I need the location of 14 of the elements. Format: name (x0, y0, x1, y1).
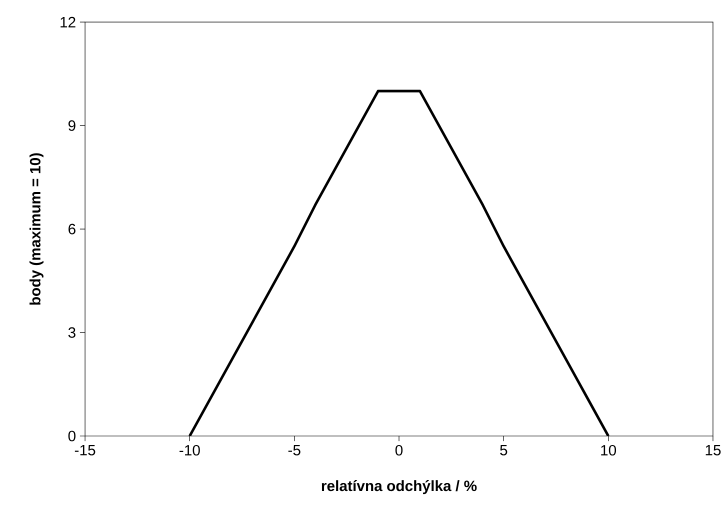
x-tick-label: 15 (706, 444, 721, 456)
x-tick-label: 0 (395, 444, 403, 456)
x-tick-label: -15 (74, 444, 96, 456)
x-tick-label: 10 (601, 444, 616, 456)
y-tick-label: 0 (68, 430, 76, 442)
x-tick-label: 5 (500, 444, 508, 456)
y-tick-label: 12 (60, 16, 76, 28)
x-axis-title: relatívna odchýlka / % (322, 480, 477, 494)
y-tick-label: 3 (68, 327, 76, 338)
y-tick-label: 9 (68, 120, 76, 131)
x-tick-label: -10 (180, 444, 200, 456)
y-axis-title: body (maximum = 10) (30, 153, 44, 305)
x-tick-label: -5 (288, 444, 300, 456)
y-tick-label: 6 (68, 224, 76, 234)
